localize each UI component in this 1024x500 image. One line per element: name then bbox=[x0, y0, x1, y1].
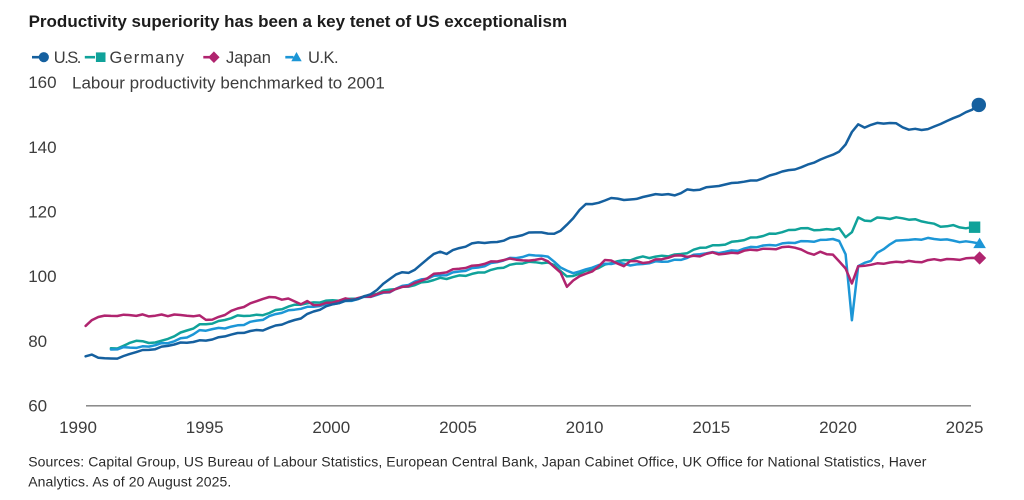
svg-text:140: 140 bbox=[28, 138, 56, 157]
svg-text:Japan: Japan bbox=[226, 49, 271, 67]
svg-text:100: 100 bbox=[28, 267, 56, 286]
svg-text:Sources: Capital Group, US Bur: Sources: Capital Group, US Bureau of Lab… bbox=[28, 453, 927, 469]
svg-text:2000: 2000 bbox=[312, 418, 350, 437]
svg-text:Analytics. As of 20 August 202: Analytics. As of 20 August 2025. bbox=[28, 473, 231, 489]
svg-text:U.S.: U.S. bbox=[54, 49, 81, 67]
svg-text:2025: 2025 bbox=[946, 418, 984, 437]
svg-text:U.K.: U.K. bbox=[308, 49, 338, 67]
svg-text:2020: 2020 bbox=[819, 418, 857, 437]
svg-text:1995: 1995 bbox=[186, 418, 224, 437]
svg-text:Labour productivity benchmarke: Labour productivity benchmarked to 2001 bbox=[72, 73, 385, 92]
svg-text:60: 60 bbox=[28, 397, 47, 416]
svg-text:2015: 2015 bbox=[692, 418, 730, 437]
svg-text:160: 160 bbox=[28, 73, 56, 92]
svg-text:2005: 2005 bbox=[439, 418, 477, 437]
svg-text:2010: 2010 bbox=[566, 418, 604, 437]
svg-text:120: 120 bbox=[28, 203, 56, 222]
svg-text:Productivity superiority has b: Productivity superiority has been a key … bbox=[29, 12, 568, 31]
svg-text:80: 80 bbox=[28, 332, 47, 351]
svg-text:1990: 1990 bbox=[59, 418, 97, 437]
svg-text:Germany: Germany bbox=[110, 49, 186, 67]
